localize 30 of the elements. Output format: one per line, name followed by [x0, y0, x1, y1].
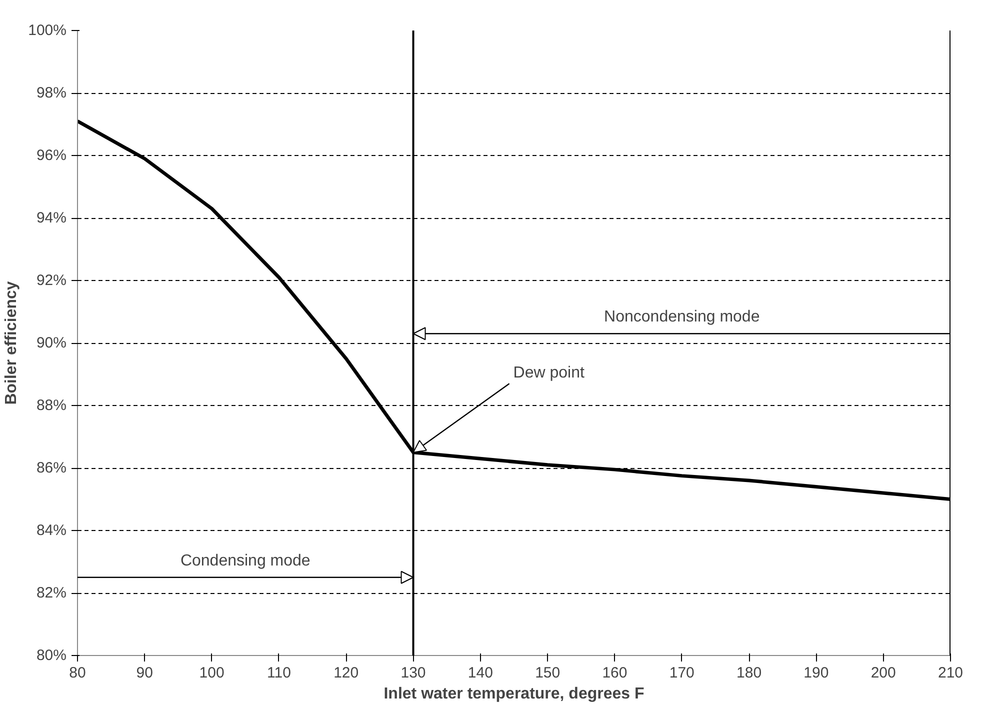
annotation: Condensing mode — [180, 552, 310, 570]
y-tick-label: 88% — [36, 397, 67, 414]
x-tick-label: 120 — [334, 664, 359, 682]
x-tick-label: 210 — [938, 664, 964, 682]
y-tick-label: 84% — [36, 522, 67, 539]
y-tick-label: 82% — [36, 584, 67, 602]
annotation: Noncondensing mode — [604, 308, 760, 326]
y-tick-label: 86% — [36, 460, 67, 476]
x-tick-label: 90 — [136, 664, 153, 682]
y-tick-label: 80% — [36, 647, 67, 664]
x-tick-label: 80 — [69, 664, 86, 682]
x-tick-label: 140 — [468, 664, 493, 682]
x-tick-label: 100 — [199, 664, 224, 682]
y-tick-label: 100% — [28, 22, 67, 39]
x-tick-label: 160 — [602, 664, 628, 682]
y-tick-label: 90% — [36, 334, 67, 352]
x-tick-label: 200 — [870, 664, 896, 682]
y-tick-label: 96% — [36, 147, 67, 164]
y-tick-label: 94% — [36, 210, 67, 226]
y-tick-label: 98% — [36, 84, 67, 102]
x-tick-label: 170 — [669, 664, 694, 682]
x-tick-label: 130 — [400, 664, 426, 682]
annotation: Dew point — [513, 364, 585, 382]
x-axis-title: Inlet water temperature, degrees F — [384, 686, 644, 702]
x-tick-label: 190 — [804, 664, 829, 682]
y-axis-title: Boiler efficiency — [3, 281, 20, 405]
y-tick-label: 92% — [36, 272, 67, 289]
x-tick-label: 110 — [267, 664, 291, 682]
x-tick-label: 180 — [736, 664, 762, 682]
x-tick-label: 150 — [535, 664, 560, 682]
